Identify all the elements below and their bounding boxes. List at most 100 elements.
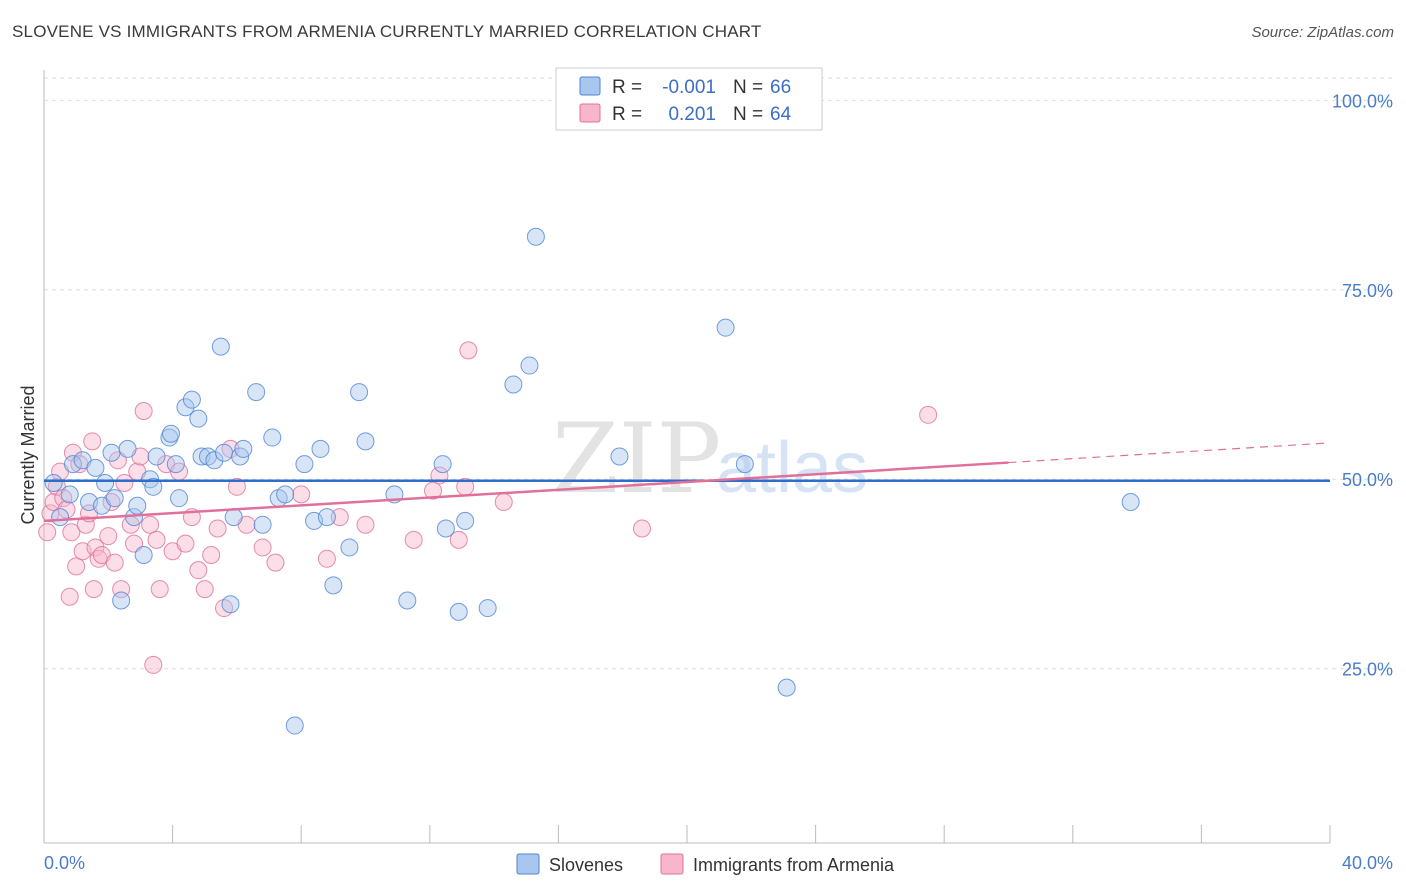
legend-n-label-1: N = (733, 77, 763, 98)
point-slovenes (176, 398, 195, 417)
point-armenia (202, 546, 221, 565)
point-slovenes (295, 455, 314, 474)
watermark-zip: ZIP (552, 403, 721, 515)
point-slovenes (449, 602, 468, 621)
point-slovenes (247, 383, 266, 402)
point-armenia (227, 477, 246, 496)
point-slovenes (716, 318, 735, 337)
y-tick-label: 50.0% (1342, 470, 1393, 490)
y-axis-title: Currently Married (18, 385, 38, 524)
point-slovenes (735, 455, 754, 474)
point-slovenes (102, 443, 121, 462)
bottom-legend-swatch-slovenes (516, 853, 540, 875)
point-slovenes (112, 591, 131, 610)
series-armenia-points (38, 341, 938, 674)
point-slovenes (433, 455, 452, 474)
axes (43, 70, 1331, 844)
point-armenia (189, 561, 208, 580)
point-slovenes (60, 485, 79, 504)
legend-r-label-1: R = (612, 77, 642, 98)
point-armenia (292, 485, 311, 504)
point-slovenes (478, 599, 497, 618)
point-slovenes (340, 538, 359, 557)
point-slovenes (610, 447, 629, 466)
point-slovenes (144, 477, 163, 496)
point-armenia (150, 580, 169, 599)
trend-line-armenia-extension (1008, 442, 1331, 464)
point-armenia (356, 515, 375, 534)
point-armenia (144, 655, 163, 674)
y-tick-label: 100.0% (1332, 91, 1393, 111)
point-armenia (86, 538, 105, 557)
point-slovenes (205, 451, 224, 470)
point-armenia (459, 341, 478, 360)
point-slovenes (263, 428, 282, 447)
point-slovenes (211, 337, 230, 356)
point-slovenes (224, 508, 243, 527)
point-slovenes (520, 356, 539, 375)
bottom-legend-label-slovenes: Slovenes (549, 855, 623, 875)
point-armenia (176, 534, 195, 553)
trend-line-armenia (43, 461, 1009, 523)
trend-lines (43, 442, 1331, 523)
point-armenia (105, 553, 124, 572)
point-armenia (317, 549, 336, 568)
point-armenia (330, 508, 349, 527)
point-slovenes (182, 390, 201, 409)
point-slovenes (166, 455, 185, 474)
legend-bottom: Slovenes Immigrants from Armenia (516, 853, 895, 875)
point-slovenes (189, 409, 208, 428)
legend-r-value-2: 0.201 (668, 104, 716, 125)
legend-n-label-2: N = (733, 104, 763, 125)
x-tick-label-max: 40.0% (1342, 853, 1393, 873)
point-slovenes (51, 508, 70, 527)
chart-title: SLOVENE VS IMMIGRANTS FROM ARMENIA CURRE… (12, 22, 762, 41)
point-slovenes (96, 474, 115, 493)
legend-swatch-armenia (579, 103, 601, 123)
point-slovenes (285, 716, 304, 735)
point-slovenes (44, 474, 63, 493)
point-armenia (67, 557, 86, 576)
legend-n-value-1: 66 (770, 77, 791, 98)
point-slovenes (456, 511, 475, 530)
point-slovenes (436, 519, 455, 538)
point-slovenes (276, 485, 295, 504)
point-slovenes (311, 439, 330, 458)
point-slovenes (215, 443, 234, 462)
y-tick-labels: 25.0% 50.0% 75.0% 100.0% (1332, 91, 1393, 679)
point-armenia (424, 481, 443, 500)
point-slovenes (105, 489, 124, 508)
legend-n-value-2: 64 (770, 104, 792, 125)
point-slovenes (324, 576, 343, 595)
point-armenia (253, 538, 272, 557)
point-slovenes (63, 455, 82, 474)
point-slovenes (128, 496, 147, 515)
y-tick-label: 25.0% (1342, 660, 1393, 680)
point-armenia (134, 402, 153, 421)
point-armenia (632, 519, 651, 538)
legend-swatch-slovenes (579, 76, 601, 96)
y-tick-label: 75.0% (1342, 281, 1393, 301)
watermark: ZIP atlas (552, 403, 868, 515)
point-slovenes (253, 515, 272, 534)
point-slovenes (317, 508, 336, 527)
x-tick-labels: 0.0% 40.0% (44, 853, 1393, 873)
point-slovenes (1121, 492, 1140, 511)
point-armenia (57, 500, 76, 519)
point-armenia (208, 519, 227, 538)
point-armenia (60, 587, 79, 606)
point-armenia (84, 580, 103, 599)
point-armenia (404, 530, 423, 549)
point-armenia (83, 432, 102, 451)
point-slovenes (134, 546, 153, 565)
point-armenia (141, 515, 160, 534)
point-slovenes (504, 375, 523, 394)
bottom-legend-label-armenia: Immigrants from Armenia (693, 855, 895, 875)
point-slovenes (398, 591, 417, 610)
point-armenia (76, 515, 95, 534)
source-label: Source: ZipAtlas.com (1251, 24, 1394, 41)
point-armenia (62, 523, 81, 542)
series-slovenes-points (44, 227, 1140, 735)
point-armenia (195, 580, 214, 599)
